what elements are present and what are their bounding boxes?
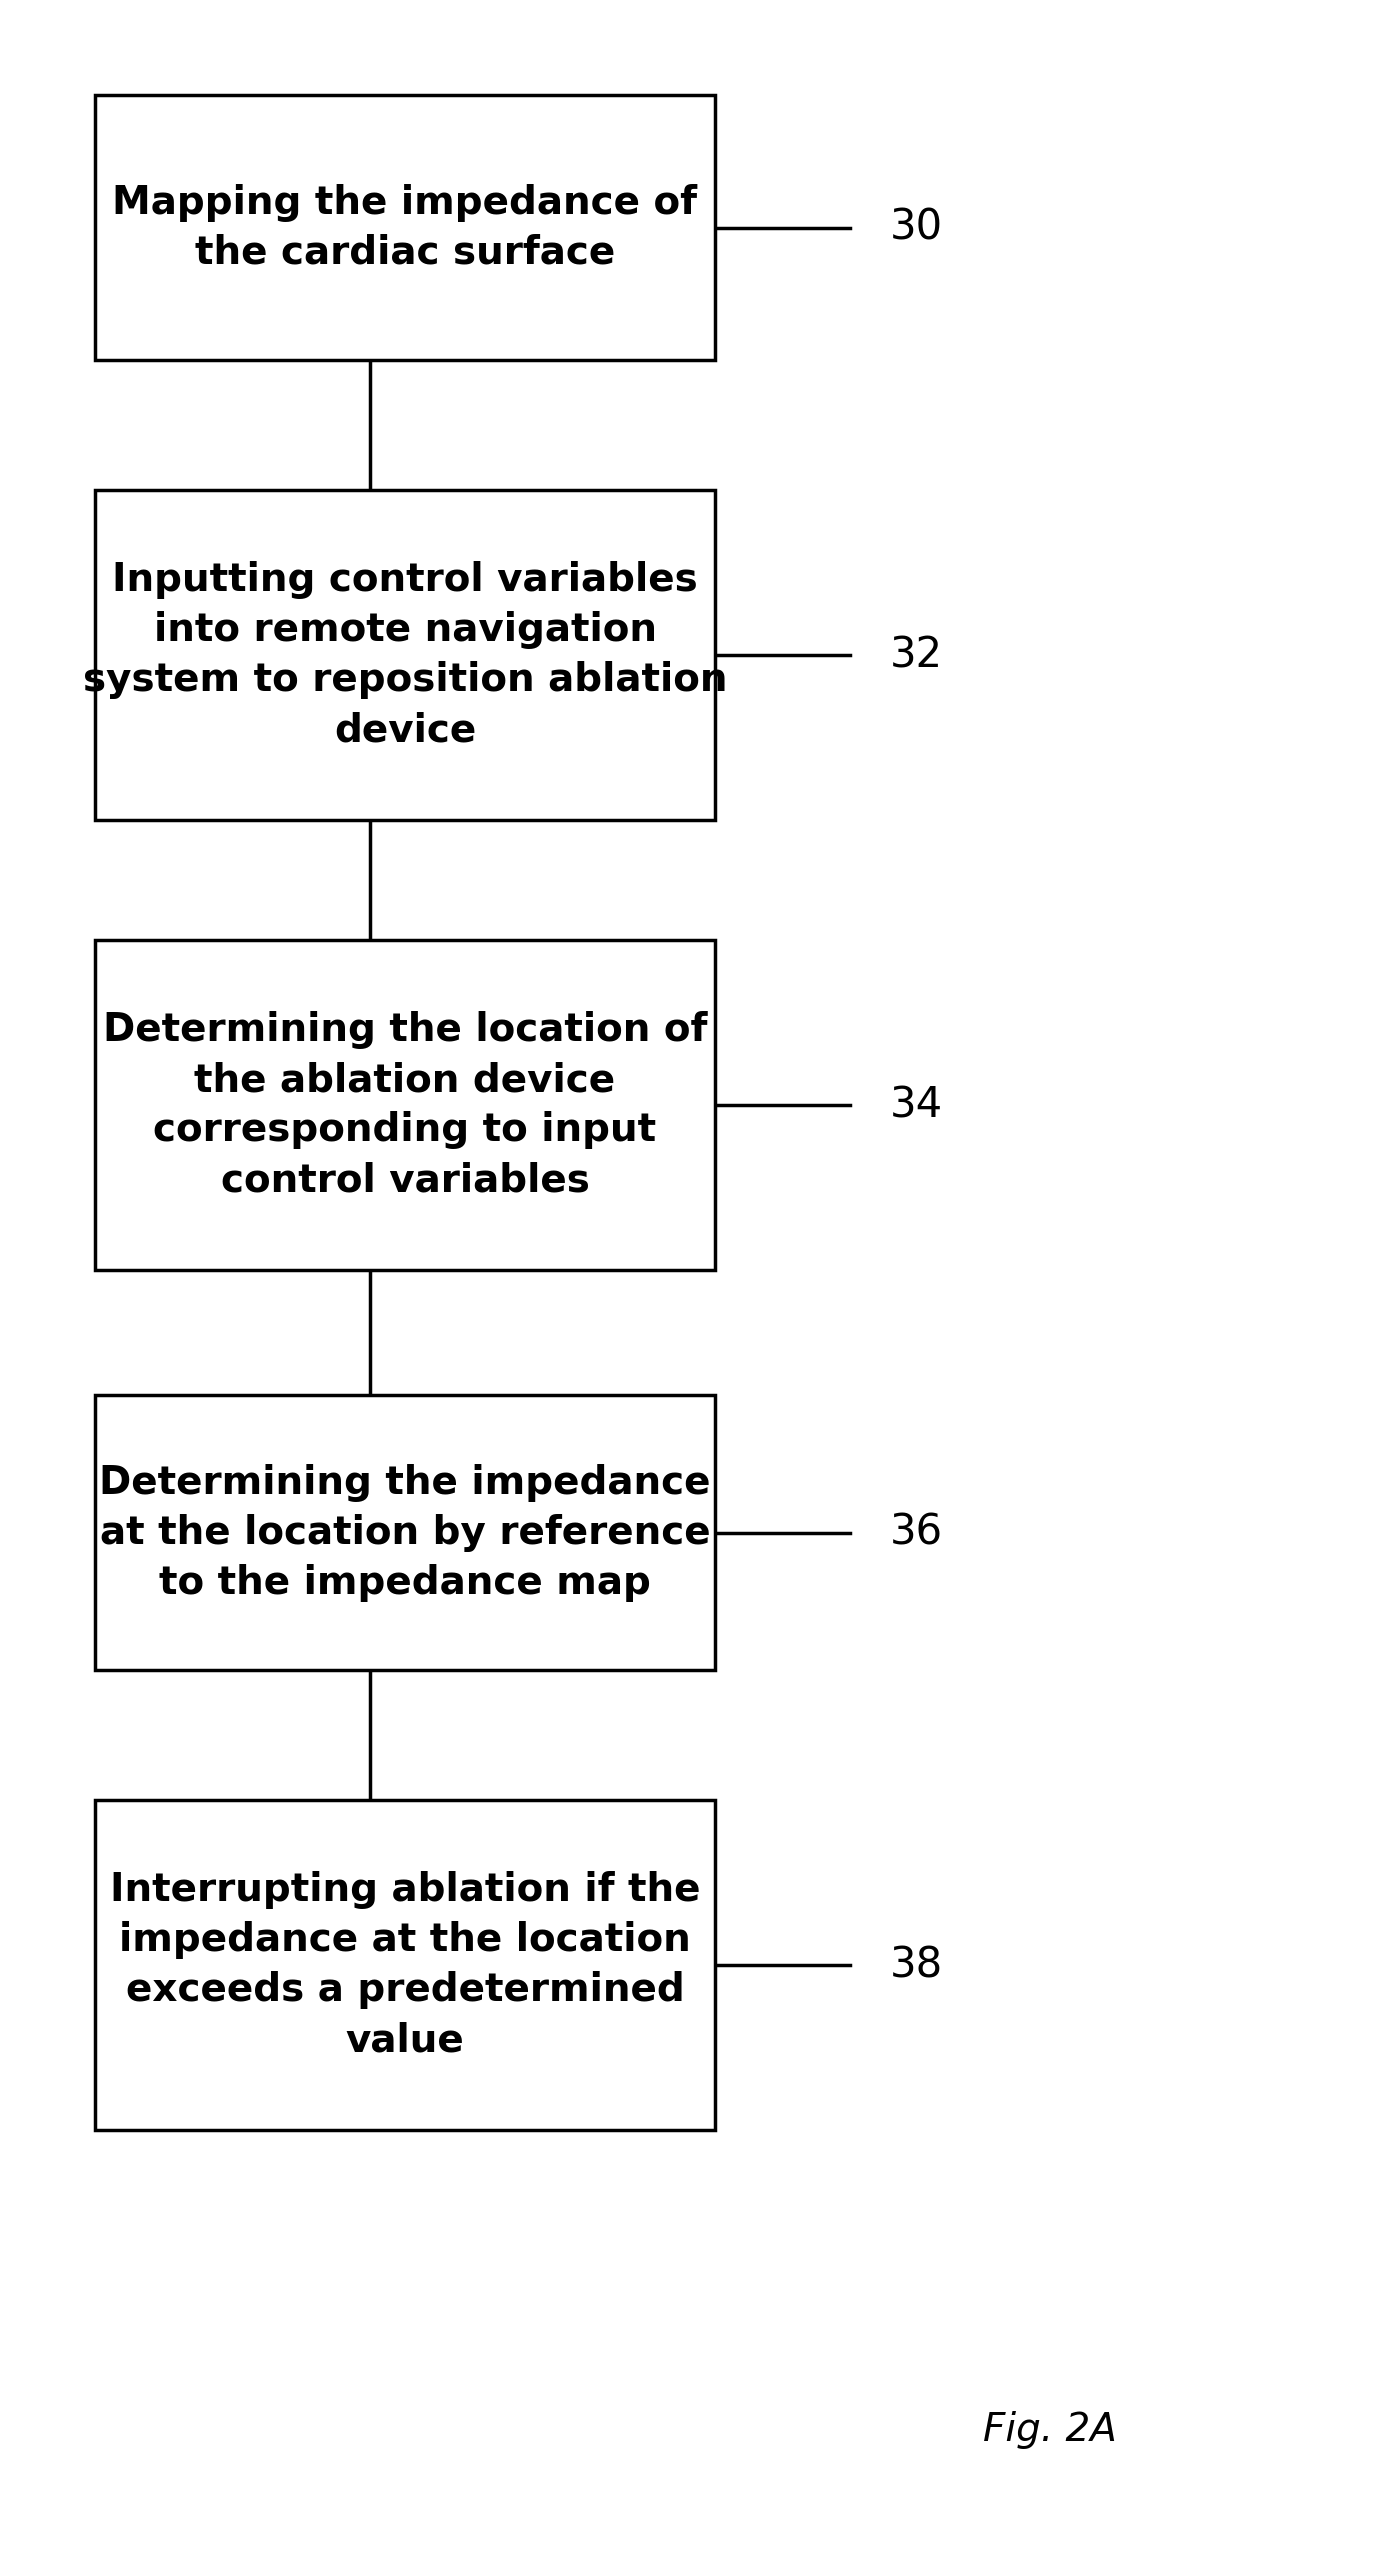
Text: Determining the location of
the ablation device
corresponding to input
control v: Determining the location of the ablation… (103, 1012, 708, 1199)
Text: Fig. 2A: Fig. 2A (983, 2411, 1117, 2449)
Bar (95, 1801, 715, 2129)
Text: 38: 38 (890, 1945, 943, 1986)
Bar (95, 95, 715, 361)
Text: Mapping the impedance of
the cardiac surface: Mapping the impedance of the cardiac sur… (113, 184, 698, 272)
Text: 32: 32 (890, 633, 943, 676)
Text: 30: 30 (890, 208, 943, 249)
Text: 34: 34 (890, 1084, 943, 1127)
Text: Inputting control variables
into remote navigation
system to reposition ablation: Inputting control variables into remote … (82, 561, 727, 748)
Bar (95, 940, 715, 1271)
Text: 36: 36 (890, 1512, 943, 1553)
Bar (95, 489, 715, 820)
Bar (95, 1394, 715, 1670)
Text: Interrupting ablation if the
impedance at the location
exceeds a predetermined
v: Interrupting ablation if the impedance a… (110, 1870, 701, 2060)
Text: Determining the impedance
at the location by reference
to the impedance map: Determining the impedance at the locatio… (99, 1463, 710, 1601)
